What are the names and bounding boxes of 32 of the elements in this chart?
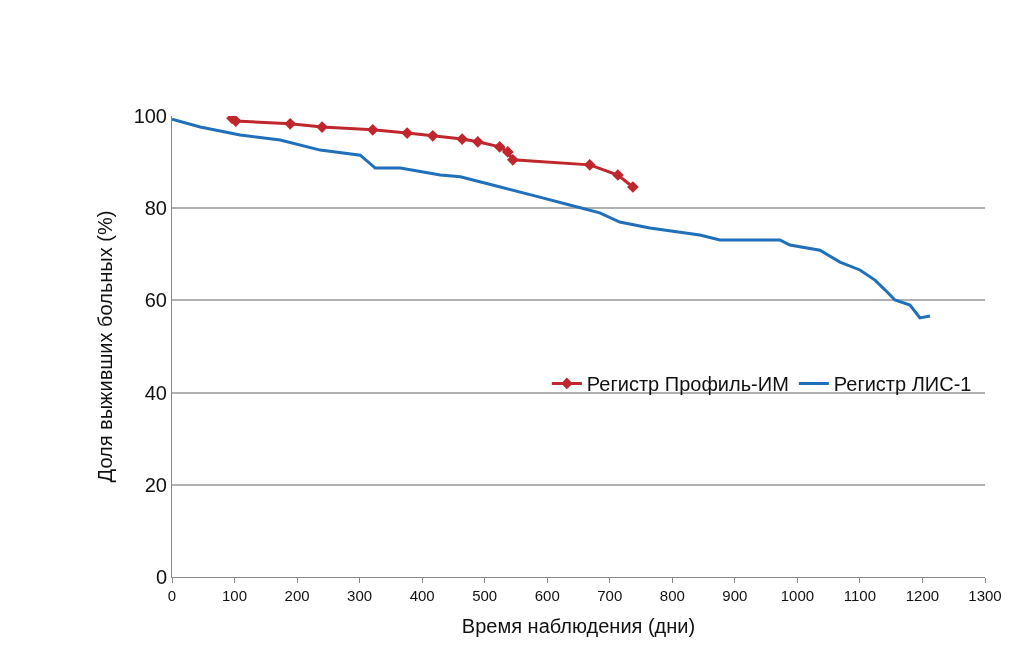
- point: [401, 127, 413, 139]
- point: [426, 129, 439, 142]
- point: [471, 135, 484, 148]
- y-tick-label: 80: [144, 197, 167, 220]
- x-axis-title: Время наблюдения (дни): [461, 614, 696, 637]
- x-tick-label: 800: [659, 587, 685, 604]
- x-tick-label: 100: [222, 587, 248, 604]
- point: [501, 146, 514, 158]
- x-tick-label: 500: [472, 587, 498, 604]
- y-tick-label: 0: [155, 566, 167, 588]
- x-tick-label: 200: [284, 587, 310, 604]
- x-tick-label: 1000: [780, 587, 815, 604]
- x-tick-label: 400: [409, 587, 435, 604]
- x-tick-label: 1100: [843, 587, 877, 604]
- x-tick-label: 700: [597, 587, 623, 604]
- x-tick-label: 900: [722, 587, 748, 604]
- y-tick-label: 100: [133, 105, 167, 127]
- legend-label: Регистр ЛИС-1: [833, 373, 972, 396]
- point: [583, 159, 596, 171]
- y-tick-label: 60: [144, 289, 167, 312]
- line-series: [172, 117, 932, 320]
- point: [493, 141, 506, 153]
- legend-label: Регистр Профиль-ИМ: [586, 373, 789, 396]
- y-tick-label: 40: [144, 381, 167, 404]
- point: [456, 133, 469, 145]
- y-axis-title: Доля выживших больных (%): [94, 210, 117, 483]
- y-tick-label: 20: [144, 473, 167, 496]
- x-tick-label: 600: [534, 587, 560, 604]
- x-tick-label: 1200: [905, 587, 940, 604]
- x-tick-label: 300: [347, 587, 373, 604]
- point: [506, 153, 519, 166]
- x-tick-label: 1300: [968, 587, 1002, 604]
